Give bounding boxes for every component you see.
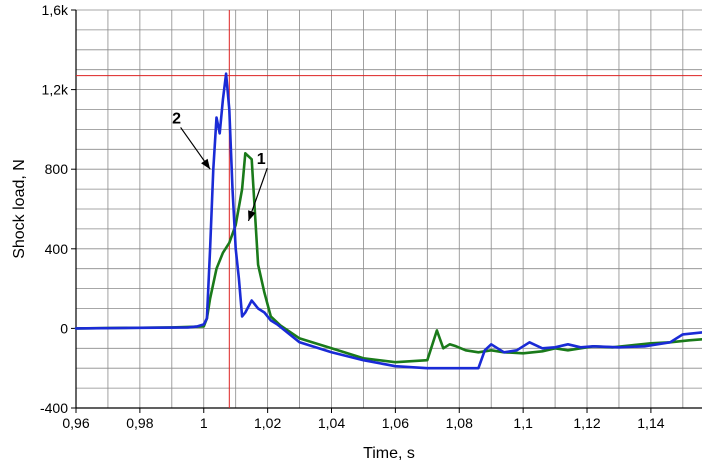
x-tick-label: 1 bbox=[200, 415, 208, 431]
curve-label-2: 2 bbox=[172, 110, 181, 127]
y-axis-title: Shock load, N bbox=[11, 159, 28, 259]
y-tick-label: 800 bbox=[45, 161, 69, 177]
y-tick-label: 0 bbox=[60, 320, 68, 336]
annotation-arrow-head bbox=[248, 210, 256, 221]
x-axis-title: Time, s bbox=[363, 445, 415, 462]
x-tick-label: 1,06 bbox=[382, 415, 409, 431]
x-tick-label: 1,1 bbox=[513, 415, 533, 431]
x-tick-label: 0,98 bbox=[126, 415, 153, 431]
y-tick-labels: -400 0 400 800 1,2k 1,6k bbox=[40, 2, 76, 416]
x-tick-label: 1,14 bbox=[637, 415, 664, 431]
y-tick-label: -400 bbox=[40, 400, 68, 416]
curve-annotations: 12 bbox=[172, 110, 268, 222]
x-tick-label: 1,12 bbox=[573, 415, 600, 431]
x-tick-label: 1,04 bbox=[318, 415, 345, 431]
x-tick-label: 1,02 bbox=[254, 415, 281, 431]
y-tick-label: 1,2k bbox=[42, 82, 69, 98]
crosshair-cursor bbox=[76, 10, 702, 408]
x-tick-label: 0,96 bbox=[62, 415, 89, 431]
annotation-arrow-head bbox=[201, 158, 211, 170]
data-series bbox=[74, 72, 702, 370]
series-line-2 bbox=[74, 72, 702, 370]
y-tick-label: 400 bbox=[45, 241, 69, 257]
y-tick-label: 1,6k bbox=[42, 2, 69, 18]
x-tick-label: 1,08 bbox=[446, 415, 473, 431]
x-tick-labels: 0,96 0,98 1 1,02 1,04 1,06 1,08 1,1 1,12 1,14 bbox=[62, 408, 665, 431]
axes bbox=[75, 10, 702, 409]
curve-label-1: 1 bbox=[257, 151, 266, 168]
